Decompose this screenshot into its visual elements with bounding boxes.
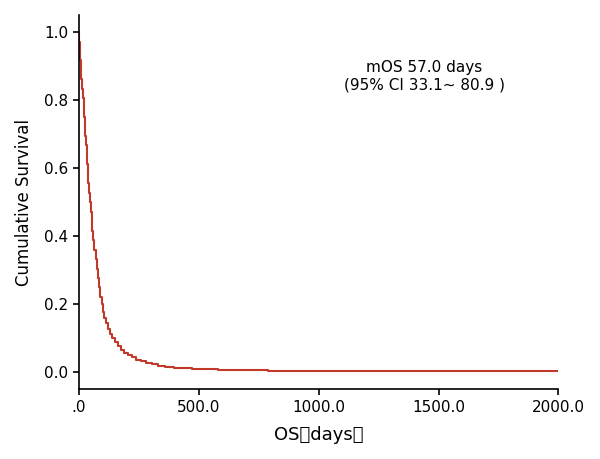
Y-axis label: Cumulative Survival: Cumulative Survival (15, 119, 33, 286)
Text: mOS 57.0 days
(95% CI 33.1~ 80.9 ): mOS 57.0 days (95% CI 33.1~ 80.9 ) (344, 60, 505, 92)
X-axis label: OS（days）: OS（days） (274, 426, 364, 444)
